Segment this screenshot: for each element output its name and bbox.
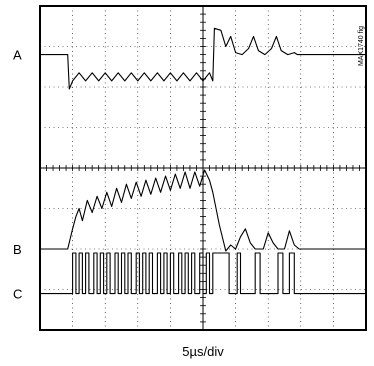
x-axis-label: 5µs/div bbox=[182, 344, 224, 359]
channel-label-c: C bbox=[13, 287, 22, 302]
trace-c bbox=[40, 252, 366, 295]
channel-labels: A B C bbox=[13, 48, 22, 302]
trace-a bbox=[40, 27, 366, 90]
part-number: MAX1740 fig bbox=[358, 26, 365, 66]
trace-b bbox=[40, 169, 366, 252]
channel-label-a: A bbox=[13, 48, 22, 63]
channel-label-b: B bbox=[13, 242, 22, 257]
traces bbox=[40, 27, 366, 295]
